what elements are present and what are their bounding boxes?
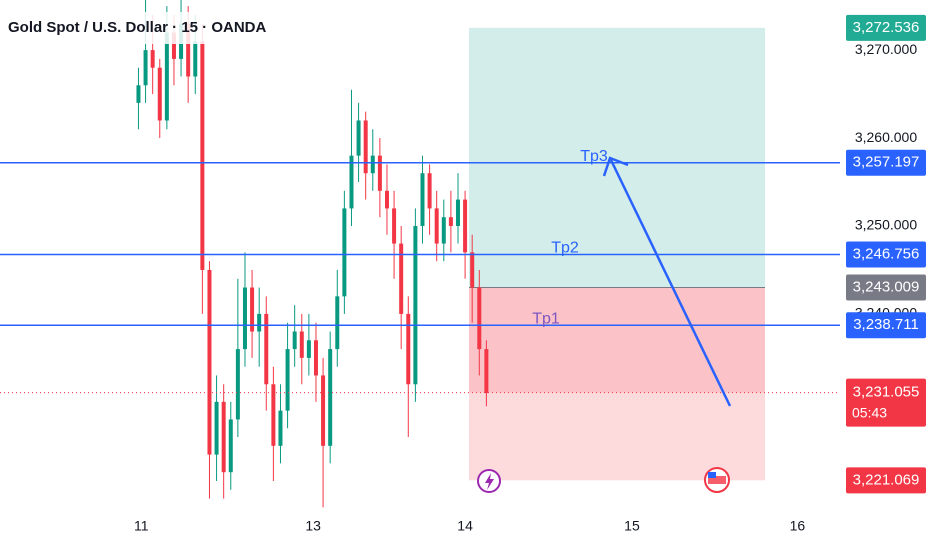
- candle-body: [228, 419, 233, 473]
- candle-body: [413, 225, 418, 385]
- candle-body: [171, 32, 176, 59]
- candle-body: [214, 401, 219, 455]
- candle-body: [242, 287, 247, 350]
- candle-body: [484, 349, 489, 394]
- x-tick-label: 14: [457, 518, 473, 534]
- price-tag: [846, 14, 926, 41]
- candle-body: [321, 375, 326, 446]
- price-tag: [846, 312, 926, 339]
- candle-body: [207, 269, 212, 455]
- level-name: Tp2: [551, 240, 579, 257]
- candle-body: [143, 50, 148, 86]
- candle-body: [250, 287, 255, 332]
- price-axis: 3,270.0003,260.0003,250.0003,240.0003,27…: [846, 14, 926, 494]
- event-icon-bolt: [485, 473, 494, 490]
- candle-body: [434, 208, 439, 244]
- candle-body: [164, 32, 169, 121]
- candle-body: [427, 173, 432, 209]
- candle-body: [349, 155, 354, 209]
- candle-body: [342, 208, 347, 297]
- candle-body: [271, 384, 276, 446]
- candle-body: [299, 331, 304, 358]
- price-tag: [846, 467, 926, 494]
- title-backdrop: [0, 12, 282, 44]
- candle-body: [420, 173, 425, 226]
- candle-body: [150, 50, 155, 68]
- candle-body: [392, 208, 397, 244]
- candle-body: [370, 155, 375, 174]
- price-tag-label: 3,257.197: [853, 154, 920, 171]
- candle-body: [278, 410, 283, 446]
- plot-area: Tp3 Tp2 Tp1: [0, 0, 840, 508]
- candle-body: [328, 349, 333, 446]
- arrow-shaft: [608, 157, 732, 407]
- y-tick-label: 3,250.000: [855, 217, 917, 233]
- candle-body: [306, 340, 311, 358]
- candle-body: [235, 349, 240, 420]
- price-tag-label: 3,243.009: [853, 278, 920, 295]
- flag-canton: [708, 472, 716, 478]
- candle-body: [157, 67, 162, 121]
- y-tick-label: 3,260.000: [855, 129, 917, 145]
- candle-body: [477, 287, 482, 350]
- candle-body: [356, 120, 361, 156]
- candle-body: [313, 340, 318, 376]
- price-tag-label: 3,272.536: [853, 19, 920, 36]
- level-name: Tp1: [532, 310, 560, 327]
- candle-body: [264, 313, 269, 385]
- candle-body: [221, 401, 226, 473]
- candle-body: [363, 120, 368, 174]
- flag-stripes: [708, 476, 726, 484]
- candle-body: [186, 23, 191, 77]
- price-tag-label: 3,238.711: [853, 316, 919, 333]
- candle-body: [377, 155, 382, 191]
- candle-body: [455, 199, 460, 226]
- x-tick-label: 16: [790, 518, 806, 534]
- candle-body: [292, 331, 297, 350]
- candle-body: [463, 199, 468, 253]
- candle-body: [399, 243, 404, 314]
- price-tag: [846, 241, 926, 268]
- candle-body: [384, 190, 389, 209]
- countdown-label: 05:43: [852, 404, 887, 420]
- price-tag: [846, 274, 926, 301]
- level-name: Tp3: [580, 148, 608, 165]
- current-price-label: 3,231.055: [853, 384, 920, 401]
- stop-zone-realized: [469, 287, 765, 393]
- candle-body: [470, 252, 475, 288]
- chart-title: Gold Spot / U.S. Dollar · 15 · OANDA: [8, 19, 267, 36]
- candle-body: [200, 41, 205, 270]
- candle-body: [441, 217, 446, 244]
- stop-zone: [469, 392, 765, 481]
- candle-body: [448, 217, 453, 226]
- candle-body: [257, 313, 262, 332]
- candle-body: [285, 349, 290, 411]
- candle-body: [193, 41, 198, 77]
- price-tag-label: 3,246.756: [853, 245, 920, 262]
- price-tag-label: 3,221.069: [853, 471, 920, 488]
- candle-body: [406, 313, 411, 385]
- x-tick-label: 13: [305, 518, 321, 534]
- candle-body: [136, 85, 141, 103]
- current-price-tag: [846, 378, 926, 427]
- price-tag: [846, 149, 926, 176]
- y-tick-label: 3,270.000: [855, 41, 917, 57]
- candle-body: [335, 296, 340, 350]
- x-tick-label: 11: [134, 518, 149, 534]
- arrow-head: [602, 156, 629, 177]
- target-zone: [469, 27, 765, 288]
- x-tick-label: 15: [624, 518, 640, 534]
